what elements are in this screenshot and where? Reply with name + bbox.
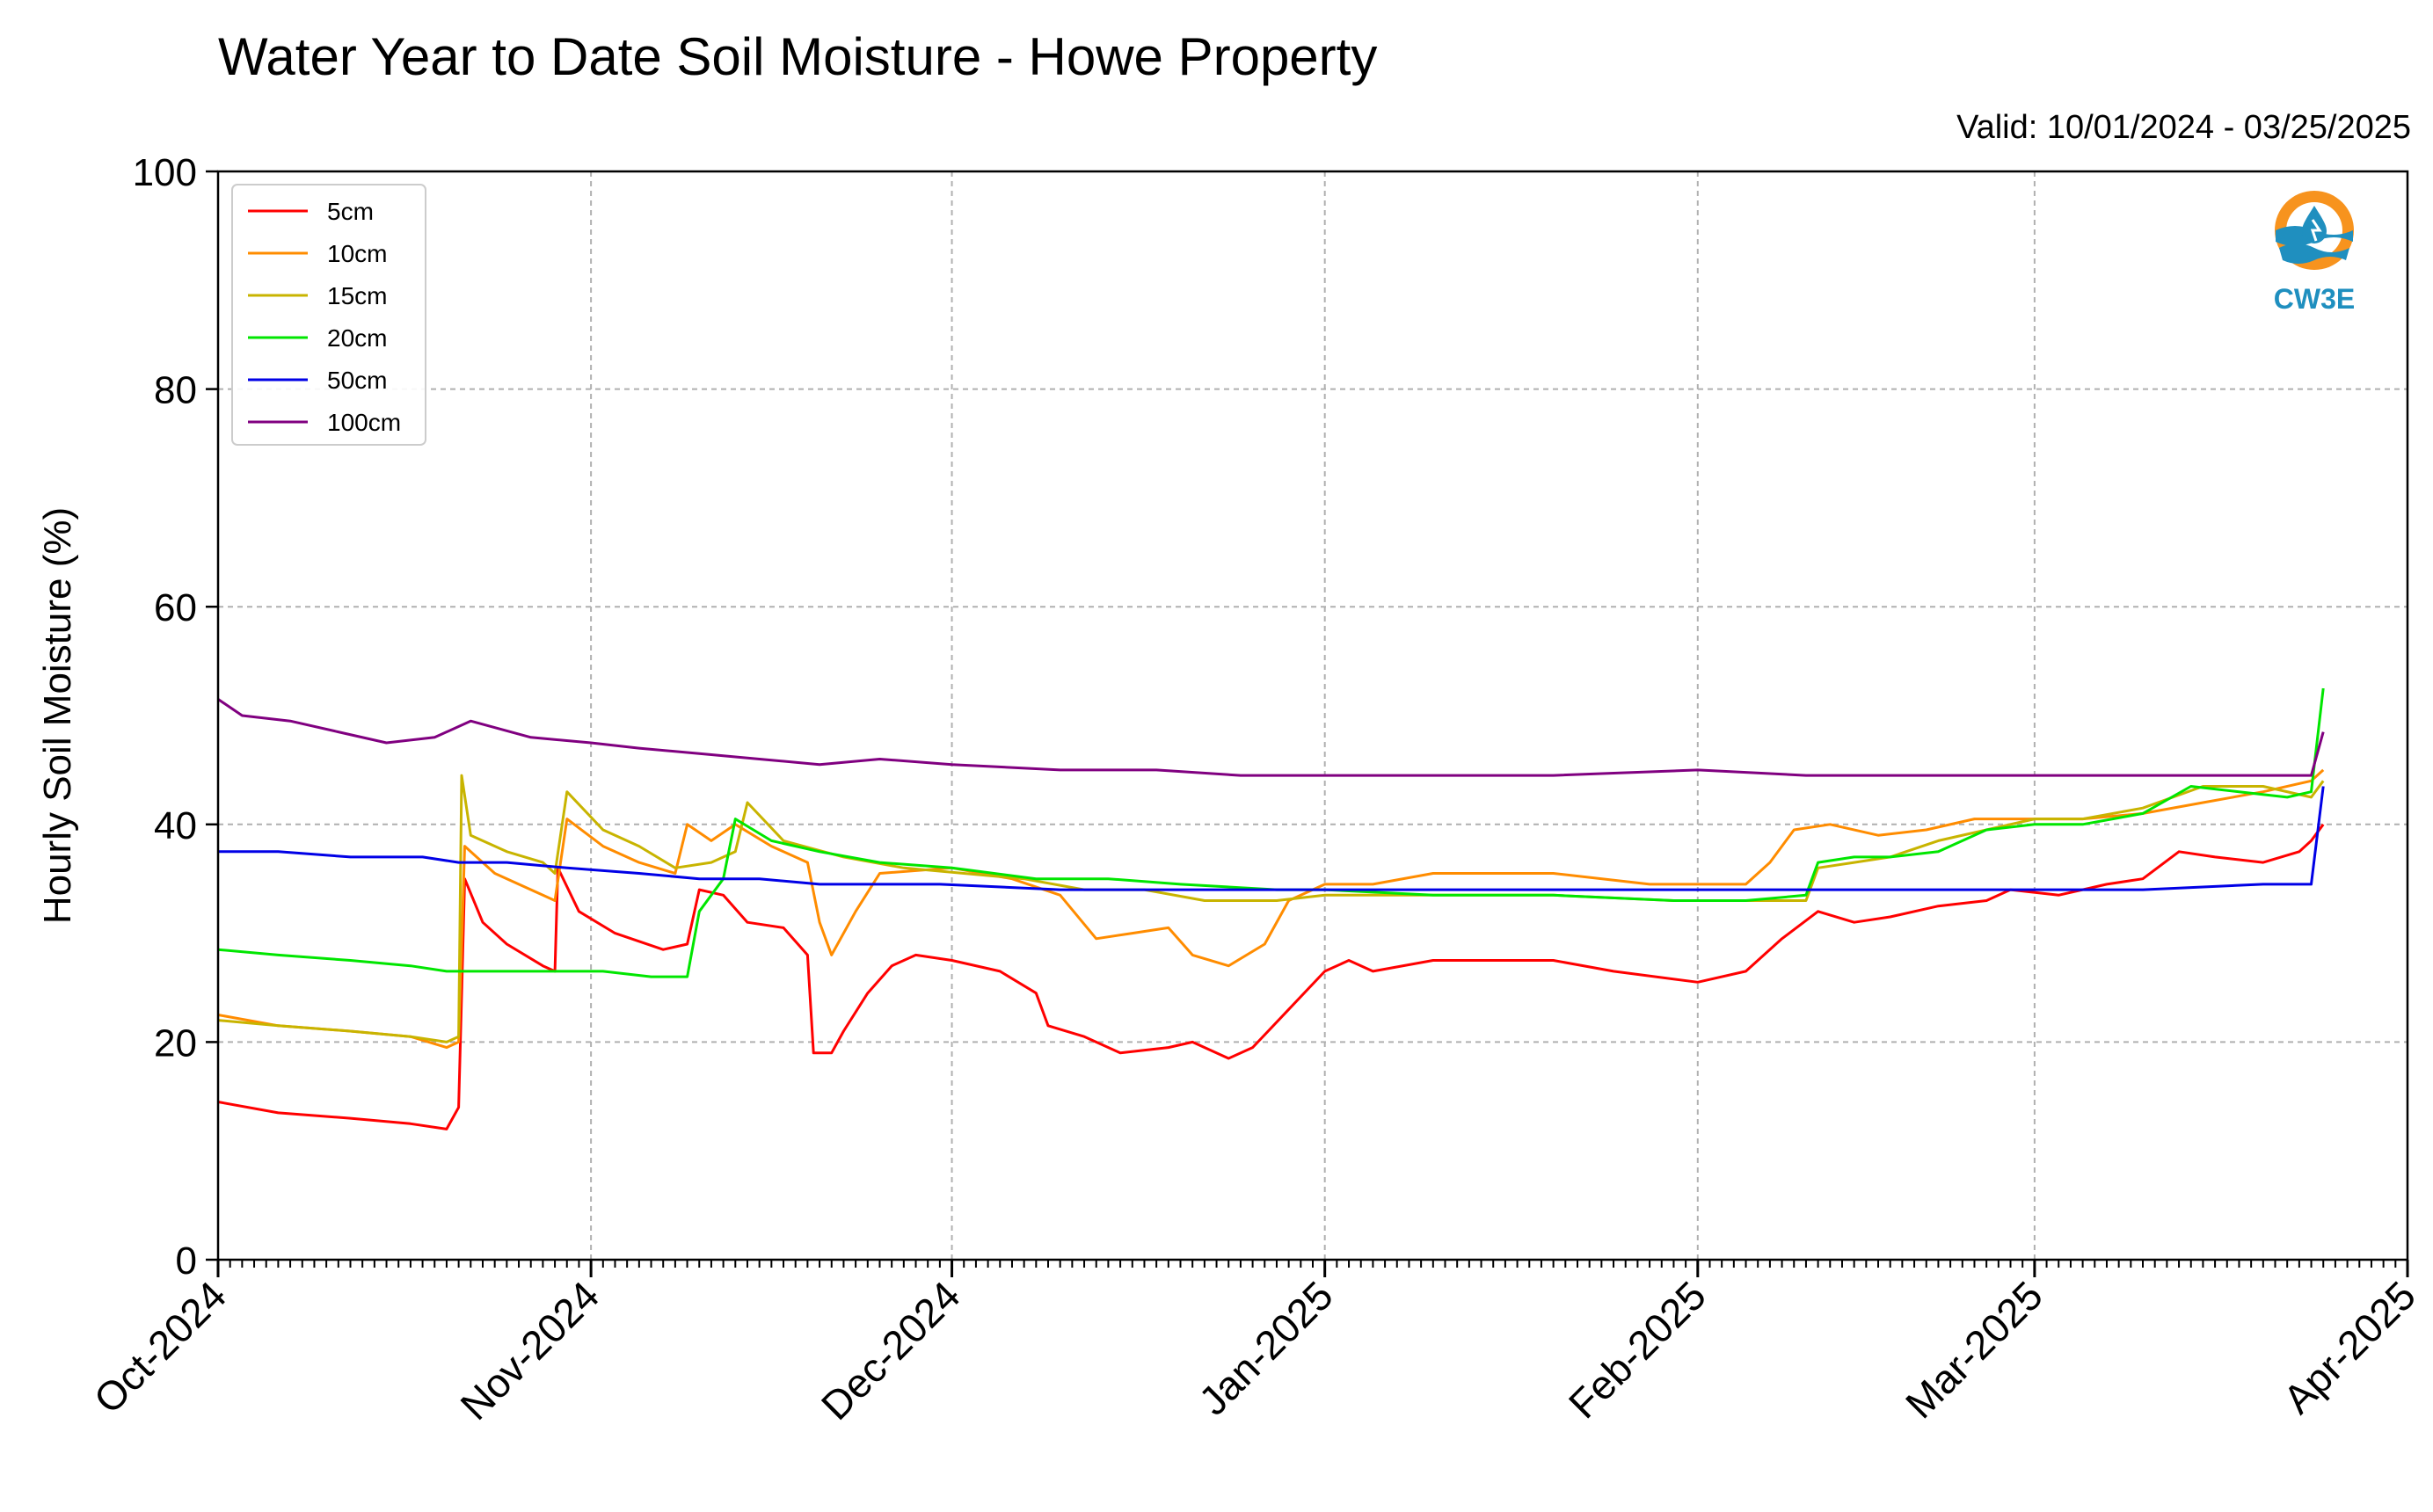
- legend-items: 5cm 10cm 15cm 20cm 50cm 100cm: [248, 198, 401, 436]
- y-tick-label: 100: [133, 151, 197, 194]
- valid-date-range: Valid: 10/01/2024 - 03/25/2025: [1956, 109, 2411, 146]
- logo-wave-bottom: [2279, 244, 2349, 264]
- cw3e-logo: CW3E: [2274, 191, 2355, 315]
- y-tick-label: 0: [176, 1239, 197, 1283]
- axes: 0 20 40 60 80 100 Oct-2024 Nov-2024 Dec-2024 Jan-…: [85, 151, 2425, 1428]
- legend-label-10cm: 10cm: [327, 240, 387, 267]
- legend-label-15cm: 15cm: [327, 282, 387, 309]
- x-tick-label: Dec-2024: [812, 1272, 969, 1428]
- chart-title: Water Year to Date Soil Moisture - Howe …: [218, 27, 1378, 86]
- legend-label-20cm: 20cm: [327, 324, 387, 352]
- series-line-15cm: [217, 774, 2325, 1043]
- series-line-10cm: [217, 768, 2325, 1050]
- logo-drop-highlight: [2310, 219, 2322, 242]
- x-tick-label: Jan-2025: [1190, 1272, 1341, 1423]
- series-line-20cm: [217, 687, 2325, 978]
- legend-label-50cm: 50cm: [327, 367, 387, 394]
- x-tick-label: Feb-2025: [1560, 1272, 1715, 1427]
- series-lines: [217, 687, 2325, 1130]
- x-tick-label: Apr-2025: [2274, 1272, 2424, 1422]
- x-tick-label: Oct-2024: [85, 1272, 236, 1422]
- series-line-50cm: [218, 786, 2325, 891]
- logo-text: CW3E: [2274, 283, 2355, 315]
- y-axis-label: Hourly Soil Moisture (%): [36, 507, 79, 924]
- y-tick-label: 60: [154, 586, 197, 629]
- plot-frame: [216, 170, 2409, 1261]
- series-line-5cm: [217, 823, 2325, 1130]
- legend: 5cm 10cm 15cm 20cm 50cm 100cm: [231, 184, 426, 446]
- x-tick-label: Nov-2024: [451, 1272, 608, 1428]
- grid-lines: [218, 171, 2408, 1260]
- legend-label-5cm: 5cm: [327, 198, 374, 225]
- y-tick-label: 80: [154, 369, 197, 412]
- y-tick-label: 40: [154, 804, 197, 847]
- y-tick-label: 20: [154, 1021, 197, 1065]
- series-line-100cm: [217, 698, 2325, 777]
- legend-label-100cm: 100cm: [327, 409, 401, 436]
- x-tick-label: Mar-2025: [1897, 1272, 2051, 1427]
